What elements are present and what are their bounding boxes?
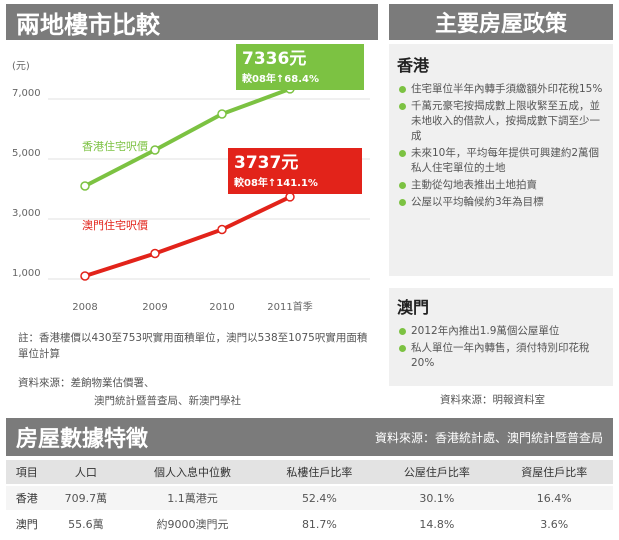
policy-item: 2012年內推出1.9萬個公屋單位 xyxy=(397,324,605,339)
y-tick-label: 5,000 xyxy=(12,148,41,159)
y-tick-label: 7,000 xyxy=(12,88,41,99)
table-cell: 55.6萬 xyxy=(47,512,125,536)
col-header: 公屋住戶比率 xyxy=(378,460,496,484)
series-line xyxy=(84,87,291,188)
callout-value: 7336元 xyxy=(242,49,306,69)
x-tick-label: 2008 xyxy=(72,302,97,313)
table-cell: 1.1萬港元 xyxy=(124,486,261,510)
data-point xyxy=(150,145,160,155)
table-cell: 3.6% xyxy=(495,512,613,536)
policy-item: 千萬元豪宅按揭成數上限收緊至五成，並未地收入的借款人，按揭成數下調至少一成 xyxy=(397,99,605,144)
x-tick-label: 2009 xyxy=(142,302,167,313)
price-line-chart: (元) 1,000 3,000 5,000 7,000 2008 2009 2010 2011首… xyxy=(12,44,370,313)
data-point xyxy=(285,192,295,202)
col-header: 項目 xyxy=(6,460,48,484)
x-tick-label: 2010 xyxy=(209,302,234,313)
policy-item: 未來10年，平均每年提供可興建約2萬個私人住宅單位的土地 xyxy=(397,146,605,176)
callout-change: 較08年↑141.1% xyxy=(234,176,318,189)
policy-source: 資料來源：明報資料室 xyxy=(440,394,545,406)
hk-policy-panel: 香港 住宅單位半年內轉手須繳額外印花稅15% 千萬元豪宅按揭成數上限收緊至五成，… xyxy=(389,44,613,276)
series-label: 澳門住宅呎價 xyxy=(82,218,148,232)
col-header: 人口 xyxy=(47,460,125,484)
col-header: 資屋住戶比率 xyxy=(495,460,613,484)
hk-policy-list: 住宅單位半年內轉手須繳額外印花稅15% 千萬元豪宅按揭成數上限收緊至五成，並未地… xyxy=(397,82,605,210)
y-tick-label: 1,000 xyxy=(12,268,41,279)
callout-box xyxy=(236,44,364,90)
data-point xyxy=(217,224,227,235)
policy-item: 住宅單位半年內轉手須繳額外印花稅15% xyxy=(397,82,605,97)
callout-value: 3737元 xyxy=(234,153,298,173)
chart-source: 資料來源：差餉物業估價署、 澳門統計暨普查局、新澳門學社 xyxy=(18,374,241,410)
table-row: 澳門 55.6萬 約9000澳門元 81.7% 14.8% 3.6% xyxy=(6,512,613,536)
table-cell: 香港 xyxy=(6,486,48,510)
housing-data-table: 項目 人口 個人入息中位數 私樓住戶比率 公屋住戶比率 資屋住戶比率 香港 70… xyxy=(6,458,613,538)
table-section-title: 房屋數據特徵 資料來源：香港統計處、澳門統計暨普查局 xyxy=(6,418,613,456)
hk-policy-title: 香港 xyxy=(397,56,430,75)
table-cell: 52.4% xyxy=(260,486,379,510)
table-header-row: 項目 人口 個人入息中位數 私樓住戶比率 公屋住戶比率 資屋住戶比率 xyxy=(6,460,613,484)
chart-section-title: 兩地樓市比較 xyxy=(6,4,378,40)
callout-box xyxy=(228,148,362,194)
chart-footnote: 註：香港樓價以430至753呎實用面積單位，澳門以538至1075呎實用面積單位… xyxy=(18,332,368,360)
callout-change: 較08年↑68.4% xyxy=(242,72,319,85)
table-row: 香港 709.7萬 1.1萬港元 52.4% 30.1% 16.4% xyxy=(6,486,613,510)
table-source: 資料來源：香港統計處、澳門統計暨普查局 xyxy=(374,430,603,445)
data-point xyxy=(80,271,90,281)
y-tick-label: 3,000 xyxy=(12,208,41,219)
policy-item: 主動從勾地表推出土地拍賣 xyxy=(397,178,605,193)
policy-section-title: 主要房屋政策 xyxy=(389,4,613,40)
col-header: 個人入息中位數 xyxy=(124,460,261,484)
x-tick-label: 2011首季 xyxy=(267,300,312,313)
table-cell: 約9000澳門元 xyxy=(124,512,261,536)
y-axis-label: (元) xyxy=(12,61,30,72)
data-point xyxy=(217,109,227,119)
chart-source-line-2: 澳門統計暨普查局、新澳門學社 xyxy=(94,395,241,407)
data-point xyxy=(150,248,160,259)
mo-policy-title: 澳門 xyxy=(397,298,430,317)
series-label: 香港住宅呎價 xyxy=(82,139,148,153)
mo-policy-list: 2012年內推出1.9萬個公屋單位 私人單位一年內轉售，須付特別印花稅20% xyxy=(397,324,605,371)
table-cell: 14.8% xyxy=(378,512,496,536)
mo-policy-panel: 澳門 2012年內推出1.9萬個公屋單位 私人單位一年內轉售，須付特別印花稅20… xyxy=(389,288,613,386)
table-cell: 709.7萬 xyxy=(47,486,125,510)
table-cell: 16.4% xyxy=(495,486,613,510)
table-cell: 30.1% xyxy=(378,486,496,510)
col-header: 私樓住戶比率 xyxy=(260,460,379,484)
policy-item: 私人單位一年內轉售，須付特別印花稅20% xyxy=(397,341,605,371)
chart-source-line-1: 資料來源：差餉物業估價署、 xyxy=(18,377,155,389)
table-cell: 澳門 xyxy=(6,512,48,536)
data-point xyxy=(80,181,90,191)
table-cell: 81.7% xyxy=(260,512,379,536)
policy-item: 公屋以平均輪候約3年為目標 xyxy=(397,195,605,210)
series-line xyxy=(84,195,291,278)
